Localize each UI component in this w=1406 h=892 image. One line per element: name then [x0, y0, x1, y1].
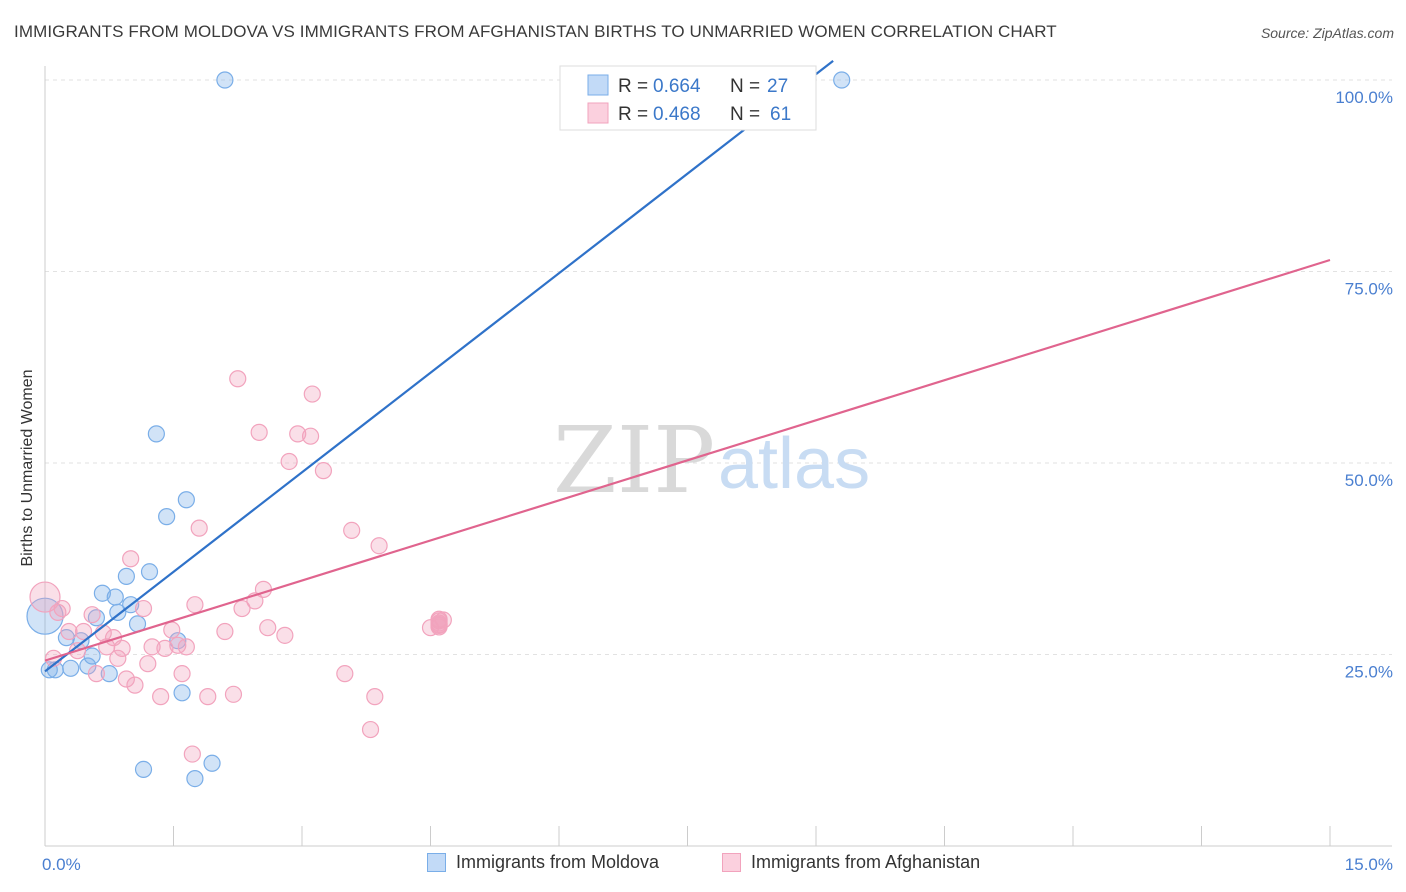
afghanistan-point [250, 423, 268, 441]
afghanistan-point [87, 665, 106, 683]
y-tick-label: 25.0% [1345, 663, 1393, 682]
legend-swatch-afghanistan [587, 102, 609, 124]
afghanistan-point [74, 622, 93, 641]
afghanistan-point [143, 638, 161, 656]
afghanistan-point [177, 638, 195, 656]
y-tick-label: 50.0% [1345, 471, 1393, 490]
moldova-point [177, 491, 195, 509]
series-legend: Immigrants from Moldova Immigrants from … [0, 852, 1406, 876]
moldova-point [140, 563, 159, 581]
x-tick-label-max: 15.0% [1345, 855, 1393, 874]
moldova-point [83, 647, 101, 665]
afghanistan-point [29, 581, 61, 613]
chart-title: IMMIGRANTS FROM MOLDOVA VS IMMIGRANTS FR… [14, 22, 1057, 41]
watermark: ZIP atlas [553, 407, 870, 514]
y-tick-label: 75.0% [1345, 280, 1393, 299]
grid-lines [45, 79, 1392, 655]
afghanistan-point [430, 614, 448, 632]
afghanistan-point [229, 370, 247, 388]
afghanistan-point [370, 537, 388, 555]
afghanistan-point [233, 599, 251, 618]
afghanistan-point [169, 636, 187, 654]
moldova-point [109, 603, 127, 621]
moldova-point [169, 632, 187, 650]
afghanistan-point [117, 670, 135, 688]
afghanistan-point [343, 521, 361, 540]
legend-item-afghanistan: Immigrants from Afghanistan [722, 852, 980, 873]
moldova-point [100, 665, 118, 683]
afghanistan-point [336, 665, 354, 683]
afghanistan-point [163, 621, 181, 639]
afghanistan-point [173, 665, 191, 683]
tick-labels: 25.0% 50.0% 75.0% 100.0% 0.0% 15.0% [42, 88, 1393, 874]
afghanistan-point [289, 425, 307, 443]
afghanistan-point [314, 462, 333, 480]
afghanistan-point [109, 649, 127, 667]
moldova-point [106, 588, 124, 606]
afghanistan-point [113, 639, 131, 657]
legend-n-value-2: 61 [770, 104, 791, 125]
axes [44, 66, 1392, 847]
afghanistan-point [152, 688, 170, 706]
afghanistan-point [134, 599, 153, 618]
afghanistan-point [280, 452, 298, 471]
moldova-point [93, 584, 111, 602]
afghanistan-trend-line [44, 258, 1331, 662]
trend-lines [44, 59, 1331, 673]
y-tick-label: 100.0% [1335, 88, 1393, 107]
legend-item-moldova: Immigrants from Moldova [427, 852, 659, 873]
moldova-point [117, 567, 135, 585]
moldova-point [158, 508, 176, 526]
moldova-point [173, 684, 191, 702]
afghanistan-point [301, 427, 320, 445]
afghanistan-point [199, 688, 217, 706]
legend-swatch-afghanistan-bottom [722, 853, 741, 872]
legend-n-label-1: N = [730, 76, 760, 97]
afghanistan-point [224, 685, 243, 703]
afghanistan-point [60, 622, 78, 641]
legend-r-label-2: R = [618, 104, 648, 125]
legend-swatch-moldova [587, 74, 609, 96]
legend-label-moldova: Immigrants from Moldova [456, 852, 660, 872]
legend-r-label-1: R = [618, 76, 648, 97]
afghanistan-point [156, 639, 174, 657]
afghanistan-point [139, 655, 157, 673]
afghanistan-point [366, 688, 384, 706]
legend-swatch-moldova-bottom [427, 853, 446, 872]
moldova-point [147, 425, 165, 443]
moldova-point [62, 659, 80, 677]
legend-label-afghanistan: Immigrants from Afghanistan [751, 852, 981, 872]
watermark-zip: ZIP [553, 407, 715, 514]
afghanistan-point [361, 720, 380, 739]
afghanistan-point [83, 606, 101, 624]
watermark-atlas: atlas [718, 424, 870, 504]
afghanistan-point [216, 622, 234, 641]
afghanistan-point [122, 550, 140, 568]
moldova-point [216, 71, 234, 89]
moldova-point [203, 754, 221, 772]
afghanistan-point [276, 626, 294, 644]
afghanistan-point [53, 599, 71, 618]
x-tick-label-min: 0.0% [42, 855, 81, 874]
afghanistan-point [190, 519, 208, 537]
afghanistan-point [303, 385, 321, 403]
afghanistan-point [186, 596, 204, 614]
moldova-point [833, 71, 851, 89]
legend-n-value-1: 27 [767, 76, 788, 97]
legend-r-value-2: 0.468 [653, 104, 701, 125]
legend-r-value-1: 0.664 [653, 76, 701, 97]
source-label: Source: ZipAtlas.com [1260, 25, 1394, 41]
afghanistan-point [183, 745, 201, 763]
afghanistan-point [126, 676, 144, 694]
moldova-point [134, 760, 153, 779]
afghanistan-point [259, 619, 277, 637]
moldova-point [186, 769, 204, 788]
moldova-trend-line [44, 59, 834, 673]
legend-n-label-2: N = [730, 104, 760, 125]
stats-legend: R = 0.664 N = 27 R = 0.468 N = 61 [559, 65, 817, 131]
data-points [26, 71, 851, 788]
